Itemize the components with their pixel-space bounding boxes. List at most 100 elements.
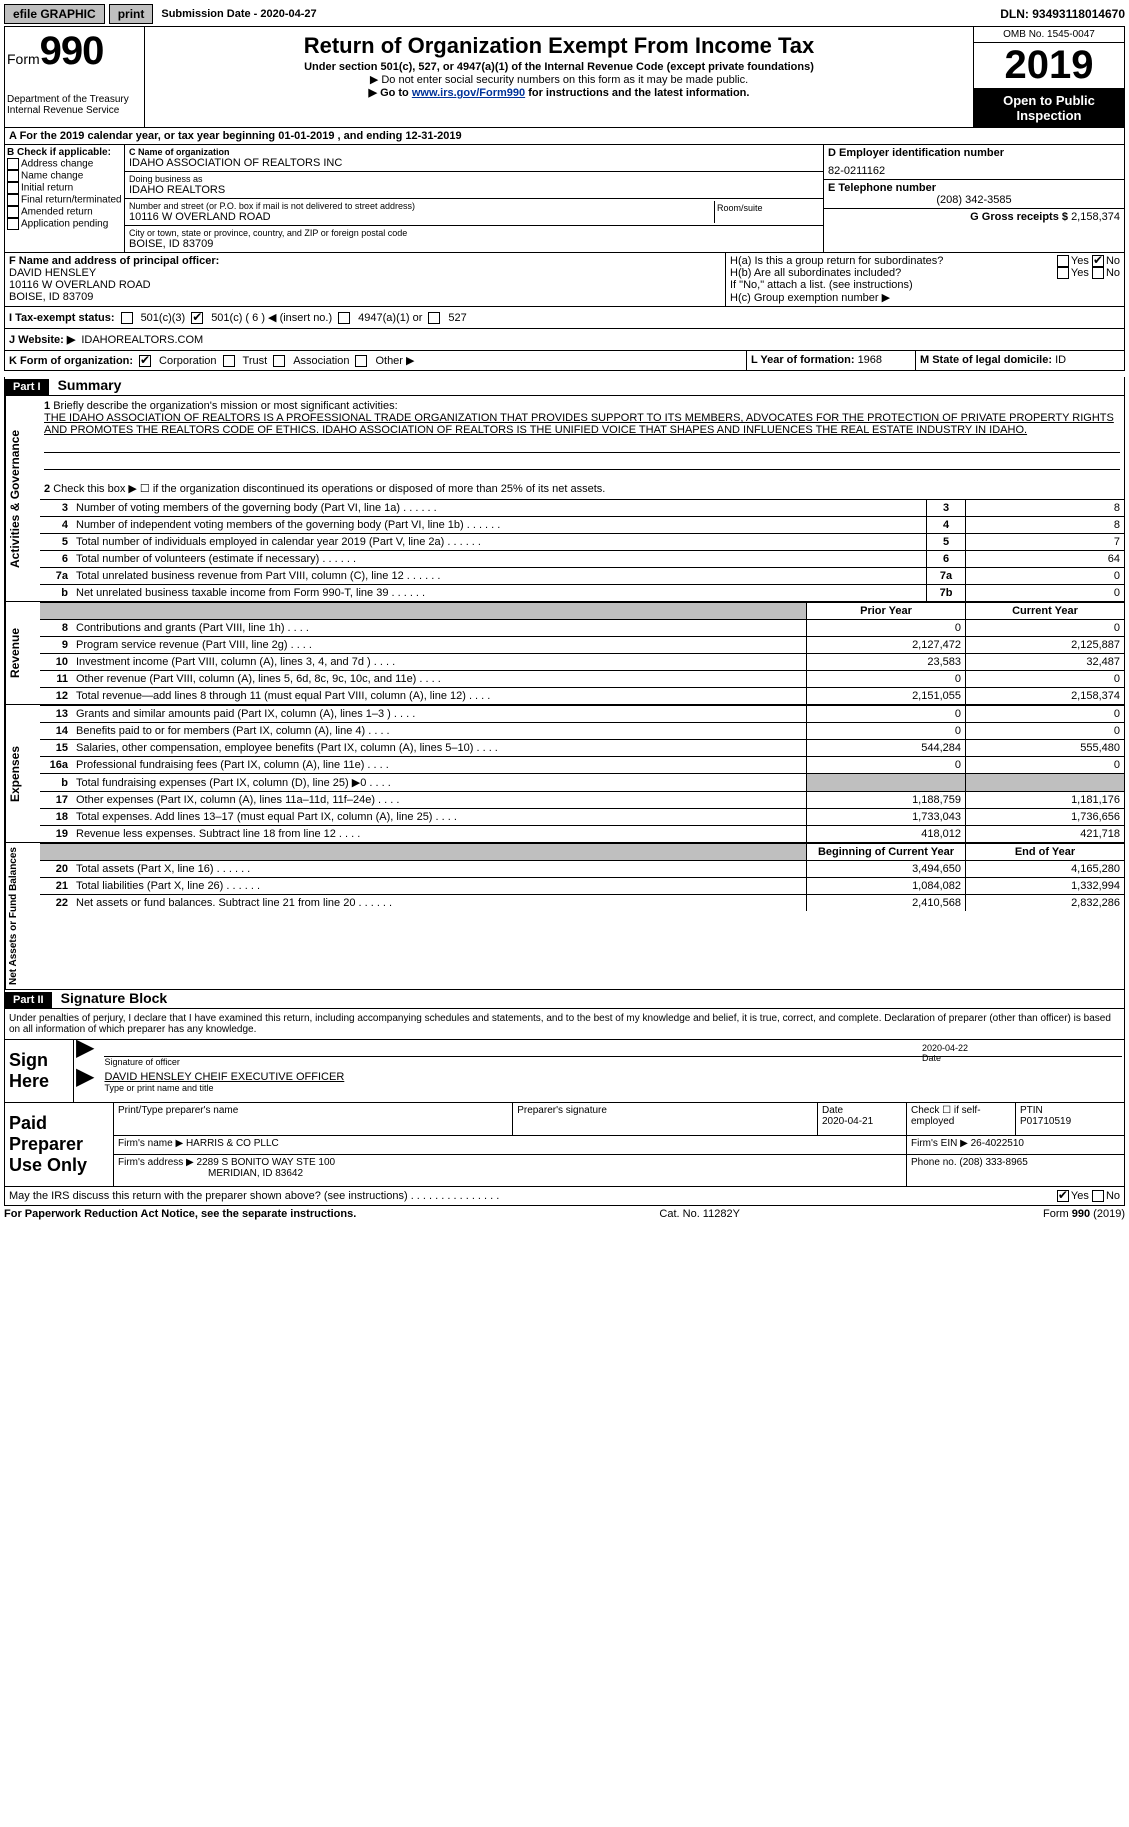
table-row: 21Total liabilities (Part X, line 26) . … xyxy=(40,878,1124,895)
omb-number: OMB No. 1545-0047 xyxy=(974,27,1124,43)
col-h: H(a) Is this a group return for subordin… xyxy=(725,253,1124,306)
arrow-icon-2: ▶ xyxy=(76,1071,104,1093)
firm-ein-label: Firm's EIN ▶ xyxy=(911,1138,971,1149)
print-button[interactable]: print xyxy=(109,4,154,24)
form-number: 990 xyxy=(40,29,104,73)
part2-title: Signature Block xyxy=(55,990,168,1006)
col-d-right: D Employer identification number 82-0211… xyxy=(823,145,1124,252)
opt-assoc: Association xyxy=(293,355,349,367)
chk-4947[interactable] xyxy=(338,312,350,324)
phone-label: Phone no. xyxy=(911,1157,959,1168)
tel-label: E Telephone number xyxy=(828,182,1120,194)
chk-final-label: Final return/terminated xyxy=(21,195,122,206)
chk-other[interactable] xyxy=(355,355,367,367)
line1-mission: 1 Briefly describe the organization's mi… xyxy=(40,396,1124,499)
subdate-prefix: Submission Date - xyxy=(161,8,260,20)
opt-trust: Trust xyxy=(243,355,268,367)
irs-label: Internal Revenue Service xyxy=(7,105,142,116)
chk-address[interactable]: Address change xyxy=(7,158,122,170)
cat-no: Cat. No. 11282Y xyxy=(659,1208,740,1220)
city-value: BOISE, ID 83709 xyxy=(129,238,819,250)
irs-link[interactable]: www.irs.gov/Form990 xyxy=(412,87,525,99)
table-row: 10Investment income (Part VIII, column (… xyxy=(40,654,1124,671)
officer-street: 10116 W OVERLAND ROAD xyxy=(9,279,721,291)
chk-pending-label: Application pending xyxy=(21,219,108,230)
chk-amended[interactable]: Amended return xyxy=(7,206,122,218)
penalties-text: Under penalties of perjury, I declare th… xyxy=(4,1009,1125,1040)
table-row: bTotal fundraising expenses (Part IX, co… xyxy=(40,774,1124,792)
col-b-checkboxes: B Check if applicable: Address change Na… xyxy=(5,145,125,252)
table-row: 9Program service revenue (Part VIII, lin… xyxy=(40,637,1124,654)
chk-trust[interactable] xyxy=(223,355,235,367)
rowj-label: J Website: ▶ xyxy=(9,333,75,346)
table-row: 18Total expenses. Add lines 13–17 (must … xyxy=(40,809,1124,826)
sig-date: 2020-04-22 xyxy=(922,1043,1122,1053)
paid-label: Paid Preparer Use Only xyxy=(5,1103,113,1186)
chk-initial[interactable]: Initial return xyxy=(7,182,122,194)
rev-table: Prior YearCurrent Year8Contributions and… xyxy=(40,602,1124,704)
hb-note: If "No," attach a list. (see instruction… xyxy=(730,279,1120,291)
table-row: 20Total assets (Part X, line 16) . . . .… xyxy=(40,861,1124,878)
officer-name: DAVID HENSLEY xyxy=(9,267,721,279)
discuss-yes: Yes xyxy=(1071,1190,1089,1202)
line2-text: Check this box ▶ ☐ if the organization d… xyxy=(53,483,605,495)
submission-date-label: Submission Date - 2020-04-27 xyxy=(157,8,320,20)
discuss-row: May the IRS discuss this return with the… xyxy=(4,1187,1125,1206)
header-right: OMB No. 1545-0047 2019 Open to Public In… xyxy=(973,27,1124,127)
firm-ein: 26-4022510 xyxy=(971,1138,1024,1149)
rowl-val: 1968 xyxy=(858,354,882,366)
gross-label: G Gross receipts $ xyxy=(970,211,1071,223)
rowk-label: K Form of organization: xyxy=(9,355,133,367)
part1-header: Part I Summary xyxy=(4,377,1125,396)
street-label: Number and street (or P.O. box if mail i… xyxy=(129,201,714,211)
subdate-value: 2020-04-27 xyxy=(260,8,316,20)
header-center: Return of Organization Exempt From Incom… xyxy=(145,27,973,127)
chk-pending[interactable]: Application pending xyxy=(7,218,122,230)
tax-year: 2019 xyxy=(974,43,1124,89)
dba-value: IDAHO REALTORS xyxy=(129,184,819,196)
top-toolbar: efile GRAPHIC print Submission Date - 20… xyxy=(4,4,1125,24)
row-klm: K Form of organization: Corporation Trus… xyxy=(4,351,1125,371)
ein-value: 82-0211162 xyxy=(828,165,1120,177)
table-header: Prior YearCurrent Year xyxy=(40,603,1124,620)
chk-final[interactable]: Final return/terminated xyxy=(7,194,122,206)
vtab-gov: Activities & Governance xyxy=(5,396,40,601)
gov-table: 3Number of voting members of the governi… xyxy=(40,499,1124,601)
chk-501c3[interactable] xyxy=(121,312,133,324)
table-row: 4Number of independent voting members of… xyxy=(40,517,1124,534)
table-row: 3Number of voting members of the governi… xyxy=(40,500,1124,517)
section-bcd: B Check if applicable: Address change Na… xyxy=(4,145,1125,253)
sign-here-block: Sign Here ▶ Signature of officer 2020-04… xyxy=(4,1040,1125,1103)
chk-assoc[interactable] xyxy=(273,355,285,367)
org-name-label: C Name of organization xyxy=(129,147,819,157)
prep-date-label: Date xyxy=(822,1105,843,1116)
chk-501c[interactable] xyxy=(191,312,203,324)
goto-prefix: ▶ Go to xyxy=(369,87,412,99)
section-fh: F Name and address of principal officer:… xyxy=(4,253,1125,307)
table-row: 12Total revenue—add lines 8 through 11 (… xyxy=(40,688,1124,705)
efile-button[interactable]: efile GRAPHIC xyxy=(4,4,105,24)
row-a-tax-year: A For the 2019 calendar year, or tax yea… xyxy=(4,128,1125,145)
chk-amended-label: Amended return xyxy=(21,207,93,218)
hb-yesno: Yes No xyxy=(1057,267,1120,279)
rowm-val: ID xyxy=(1055,354,1066,366)
form-text: Form xyxy=(7,51,40,67)
table-header: Beginning of Current YearEnd of Year xyxy=(40,844,1124,861)
chk-name[interactable]: Name change xyxy=(7,170,122,182)
discuss-yesno: Yes No xyxy=(1057,1190,1120,1202)
part1-gov: Activities & Governance 1 Briefly descri… xyxy=(4,396,1125,602)
website-value: IDAHOREALTORS.COM xyxy=(81,334,203,346)
chk-initial-label: Initial return xyxy=(21,183,73,194)
firm-name-label: Firm's name ▶ xyxy=(118,1138,186,1149)
chk-address-label: Address change xyxy=(21,159,93,170)
firm-addr-label: Firm's address ▶ xyxy=(118,1157,197,1168)
street-value: 10116 W OVERLAND ROAD xyxy=(129,211,714,223)
table-row: 13Grants and similar amounts paid (Part … xyxy=(40,706,1124,723)
hc-label: H(c) Group exemption number ▶ xyxy=(730,291,1120,304)
chk-corp[interactable] xyxy=(139,355,151,367)
room-suite: Room/suite xyxy=(714,201,819,223)
officer-city: BOISE, ID 83709 xyxy=(9,291,721,303)
chk-527[interactable] xyxy=(428,312,440,324)
hb-label: H(b) Are all subordinates included? xyxy=(730,267,901,279)
table-row: 7aTotal unrelated business revenue from … xyxy=(40,568,1124,585)
